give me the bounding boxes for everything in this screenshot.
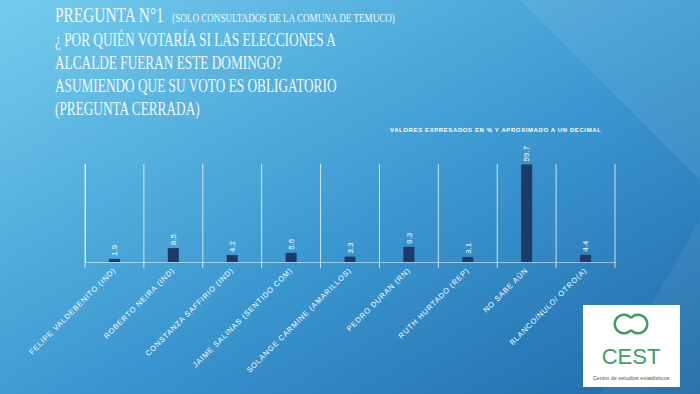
bars	[109, 164, 591, 262]
bar	[403, 247, 414, 262]
bar	[109, 259, 120, 262]
data-label: 3.1	[464, 242, 473, 254]
x-tick-label: PEDRO DURAN (RN)	[345, 266, 412, 333]
x-tick: FELIPE VALDEBENITO (IND)	[27, 262, 117, 356]
question-line: ¿ POR QUIÉN VOTARÍA SI LAS ELECCIONES A	[55, 29, 336, 51]
x-tick: SOLANGE CARMINE (AMARILLOS)	[245, 262, 354, 374]
data-label: 59.7	[522, 145, 531, 161]
note: VALORES EXPRESADOS EN % Y APROXIMADO A U…	[390, 127, 601, 133]
bar	[227, 255, 238, 262]
question-line: ALCALDE FUERAN ESTE DOMINGO?	[55, 52, 282, 74]
title-block: PREGUNTA N°1 (SOLO CONSULTADOS DE LA COMU…	[55, 2, 395, 119]
x-axis-line	[86, 262, 616, 263]
bar	[168, 248, 179, 262]
data-label: 4.4	[581, 240, 590, 252]
logo-subtext: Centro de estudios estadísticos	[593, 375, 670, 381]
separator	[261, 164, 262, 268]
separator	[615, 164, 616, 268]
x-tick: BLANCO/NULO/ OTRO(A)	[508, 262, 589, 347]
title: PREGUNTA N°1 (SOLO CONSULTADOS DE LA COMU…	[55, 2, 395, 26]
x-axis: FELIPE VALDEBENITO (IND)ROBERTO NEIRA (I…	[27, 262, 615, 374]
logo-box	[583, 305, 680, 387]
data-label: 5.6	[287, 238, 296, 250]
bar	[462, 257, 473, 262]
separators	[85, 164, 615, 268]
x-tick-label: SOLANGE CARMINE (AMARILLOS)	[245, 266, 354, 375]
separator	[320, 164, 321, 268]
x-tick-label: BLANCO/NULO/ OTRO(A)	[508, 266, 589, 347]
data-label: 3.3	[346, 242, 355, 254]
question-line: (PREGUNTA CERRADA)	[55, 98, 200, 120]
logo-symbol	[630, 314, 649, 335]
bar	[580, 255, 591, 262]
data-label: 8.5	[169, 233, 178, 245]
x-tick: JAIME SALINAS (SENTIDO COM)	[191, 262, 295, 369]
data-label: 1.9	[110, 244, 119, 256]
logo-symbol	[613, 314, 632, 335]
chart-root: 1.9 8.5 4.2 5.6 3.3 9.3 3.1 59.7 4.4 FELIPE VALDE…	[0, 0, 700, 394]
separator	[143, 164, 144, 268]
separator	[438, 164, 439, 268]
x-tick-label: RUTH HURTADO (REP)	[397, 266, 471, 340]
x-tick-label: NO SABE AÚN	[481, 266, 530, 315]
bar	[521, 164, 532, 262]
title-main: PREGUNTA N°1	[55, 2, 164, 26]
separator	[556, 164, 557, 268]
chart-svg: 1.9 8.5 4.2 5.6 3.3 9.3 3.1 59.7 4.4 FELIPE VALDE…	[0, 0, 700, 394]
x-tick-label: JAIME SALINAS (SENTIDO COM)	[191, 266, 295, 370]
data-labels: 1.9 8.5 4.2 5.6 3.3 9.3 3.1 59.7 4.4	[110, 145, 590, 256]
separator	[379, 164, 380, 268]
bar	[286, 253, 297, 262]
data-label: 9.3	[405, 232, 414, 244]
logo-text: CEST	[602, 344, 661, 369]
decor	[520, 0, 700, 180]
x-tick-label: FELIPE VALDEBENITO (IND)	[27, 266, 117, 356]
y-axis-line	[85, 165, 86, 263]
separator	[85, 164, 86, 268]
question-line: ASUMIENDO QUE SU VOTO ES OBLIGATORIO	[55, 75, 337, 97]
title-sub: (SOLO CONSULTADOS DE LA COMUNA DE TEMUCO…	[172, 10, 395, 25]
x-tick: PEDRO DURAN (RN)	[345, 262, 412, 333]
bar	[345, 257, 356, 262]
separator	[202, 164, 203, 268]
x-tick: RUTH HURTADO (REP)	[397, 262, 471, 340]
y-axis	[85, 165, 86, 263]
background	[0, 0, 700, 394]
x-tick: NO SABE AÚN	[481, 262, 530, 314]
logo: CEST Centro de estudios estadísticos	[583, 305, 680, 387]
separator	[497, 164, 498, 268]
data-label: 4.2	[228, 240, 237, 252]
